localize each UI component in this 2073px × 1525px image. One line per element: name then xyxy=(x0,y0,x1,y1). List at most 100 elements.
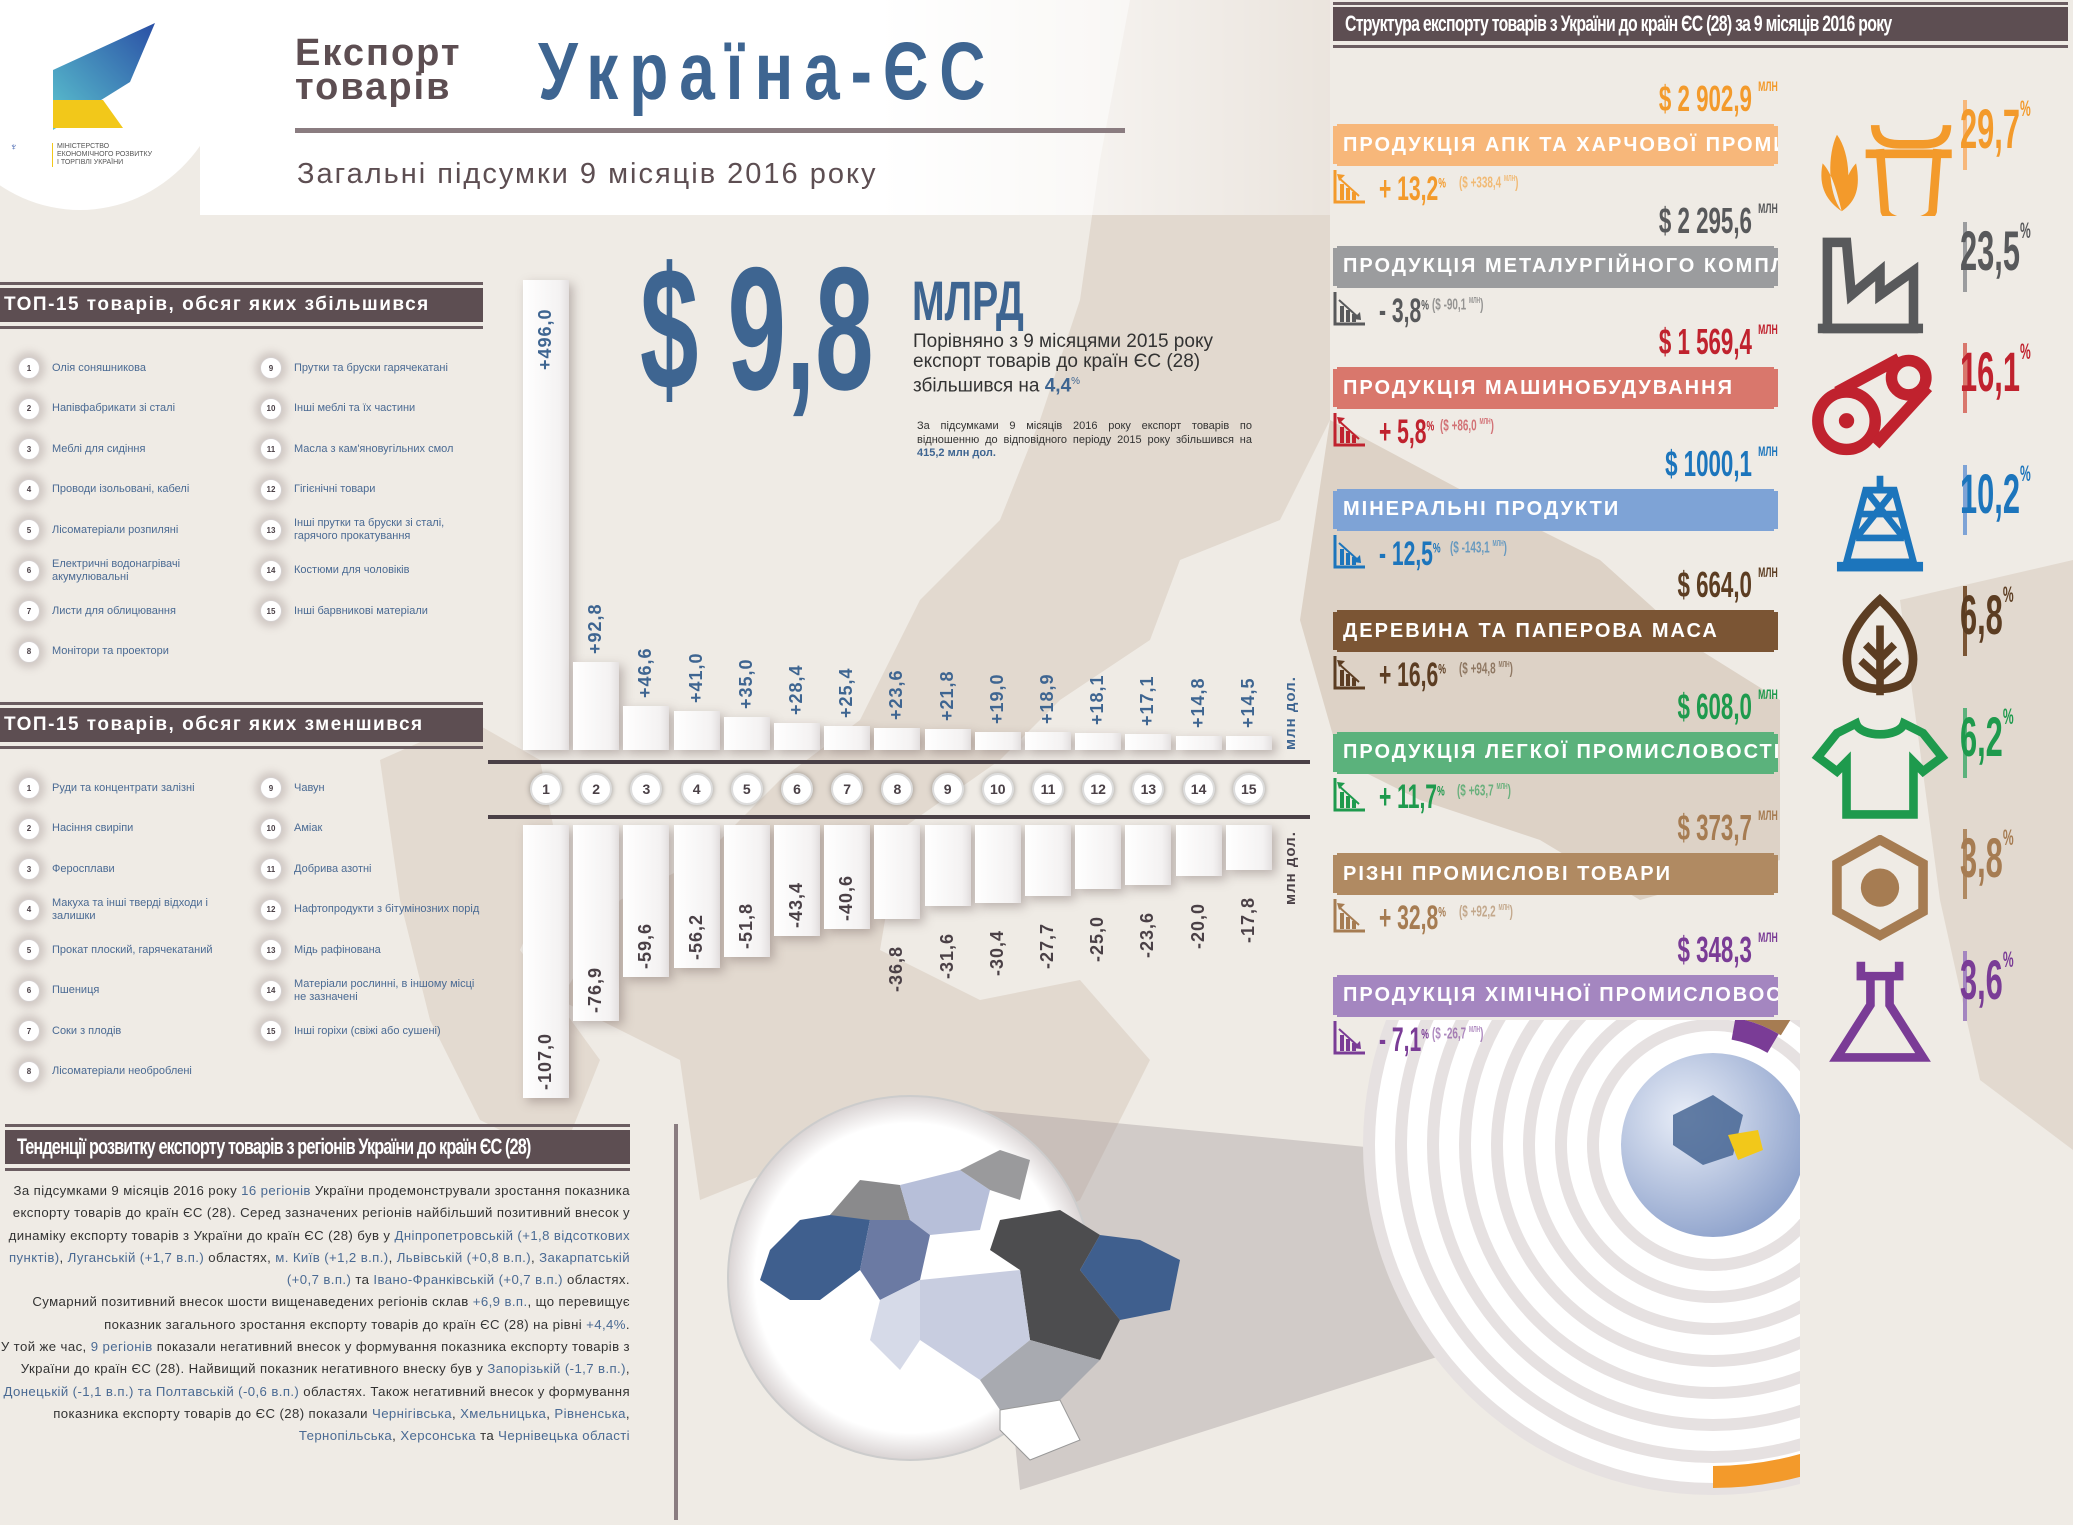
item-label: Добрива азотні xyxy=(294,862,372,875)
list-item: 1 Руди та концентрати залізні xyxy=(0,768,242,809)
text-segment: , xyxy=(625,1361,630,1377)
change-abs: ($ +338,4 МЛН) xyxy=(1458,174,1519,192)
list-item: 7 Листи для облицювання xyxy=(0,591,242,632)
chart-axis-line-bottom xyxy=(488,815,1310,819)
rank-circle: 9 xyxy=(931,773,964,805)
rank-badge: 15 xyxy=(260,1020,282,1043)
increase-bar-label: +14,5 xyxy=(1237,677,1258,729)
rank-circle: 15 xyxy=(1232,773,1265,805)
item-label: Проводи ізольовані, кабелі xyxy=(52,483,190,496)
region-highlight: Львівській (+0,8 в.п.) xyxy=(396,1249,532,1265)
unit: МЛН xyxy=(1758,321,1778,337)
change-abs: ($ +92,2 МЛН) xyxy=(1458,903,1513,921)
decrease-bar xyxy=(1125,825,1172,886)
increase-bar xyxy=(824,725,871,750)
divider xyxy=(1333,45,2068,48)
item-label: Матеріали рослинні, в іншому місці не за… xyxy=(294,977,475,1003)
tshirt-icon xyxy=(1811,717,1949,819)
ministry-name: МІНІСТЕРСТВО ЕКОНОМІЧНОГО РОЗВИТКУ І ТОР… xyxy=(52,143,152,167)
text-segment: , що перевищує показник загального зрост… xyxy=(104,1294,630,1332)
regions-paragraph: У той же час, 9 регіонів показали негати… xyxy=(0,1336,630,1447)
change-abs-value: ($ -143,1 xyxy=(1450,538,1491,556)
increase-bar xyxy=(523,280,569,750)
category-name: ПРОДУКЦІЯ ХІМІЧНОЇ ПРОМИСЛОВОСТІ xyxy=(1333,976,1778,1015)
increase-bar xyxy=(1025,732,1071,750)
total-export-unit: МЛРД xyxy=(912,269,1024,332)
rank-circle: 12 xyxy=(1082,773,1115,805)
item-label: Монітори та проектори xyxy=(52,645,169,658)
category-name: ПРОДУКЦІЯ МЕТАЛУРГІЙНОГО КОМПЛЕКСУ xyxy=(1333,247,1778,286)
increase-bar xyxy=(774,723,820,750)
regions-title: Тенденції розвитку експорту товарів з ре… xyxy=(5,1130,630,1164)
unit: МЛН xyxy=(1758,442,1778,459)
change-abs-value: ($ +94,8 xyxy=(1458,660,1496,678)
text-segment: областях, xyxy=(204,1249,276,1265)
divider xyxy=(5,1168,630,1171)
decrease-bar xyxy=(523,825,569,1098)
category-share: 6,8% xyxy=(1960,582,2014,646)
header-divider xyxy=(295,128,1125,133)
item-label: Інші прутки та бруски зі сталі, гарячого… xyxy=(294,517,445,543)
hexagon-nut-icon xyxy=(1832,835,1928,941)
growth-abs: 415,2 млн дол. xyxy=(917,447,996,459)
item-label: Інші барвникові матеріали xyxy=(294,604,428,617)
category-name: МІНЕРАЛЬНІ ПРОДУКТИ xyxy=(1333,490,1778,529)
text-segment: України продемонстрували зростання показ… xyxy=(8,1183,630,1243)
rank-badge: 4 xyxy=(18,478,40,501)
increase-bar xyxy=(723,716,770,750)
ministry-name-line: І ТОРГІВЛІ УКРАЇНИ xyxy=(57,159,124,166)
change-abs: ($ +94,8 МЛН) xyxy=(1458,660,1513,678)
list-item: 4 Проводи ізольовані, кабелі xyxy=(0,470,242,511)
rank-badge: 14 xyxy=(260,559,282,582)
decrease-bar-label: -107,0 xyxy=(535,1032,555,1090)
region-highlight: Донецькій (-1,1 в.п.) та Полтавській (-0… xyxy=(3,1383,300,1399)
divider xyxy=(0,702,483,705)
decrease-bar xyxy=(1075,825,1122,889)
change-abs-value: ($ -26,7 xyxy=(1431,1024,1466,1042)
category-change: - 3,8% ($ -90,1 МЛН) xyxy=(1333,291,1514,331)
text-segment: , xyxy=(451,1405,461,1421)
rank-circle: 1 xyxy=(530,773,562,805)
share-value: 29,7 xyxy=(1960,97,2020,160)
unit: МЛН xyxy=(1758,685,1778,702)
list-item: 6 Пшениця xyxy=(0,971,242,1012)
share-value: 3,6 xyxy=(1960,947,2003,1011)
increase-unit-label: млн дол. xyxy=(1282,676,1299,750)
decrease-bar xyxy=(1225,825,1272,871)
category-change: - 7,1% ($ -26,7 МЛН) xyxy=(1333,1020,1514,1060)
item-label: Лісоматеріали розпиляні xyxy=(52,523,179,536)
share-divider xyxy=(1963,464,1967,535)
region-highlight: Херсонська xyxy=(400,1428,476,1444)
increase-bar xyxy=(924,729,971,750)
increase-bar xyxy=(623,705,670,750)
summary-text-body: Порівняно з 9 місяцями 2015 року експорт… xyxy=(913,331,1213,397)
growth-pct: 4,4 xyxy=(1044,375,1072,397)
share-value: 6,2 xyxy=(1960,704,2003,768)
share-value: 3,8 xyxy=(1960,826,2003,889)
divider xyxy=(0,746,483,749)
top-increase-title: ТОП-15 товарів, обсяг яких збільшився xyxy=(0,288,483,322)
tree-leaf-icon xyxy=(1842,593,1918,696)
unit: МЛН xyxy=(1498,660,1510,669)
list-item: 3 Феросплави xyxy=(0,849,242,890)
share-divider xyxy=(1963,343,1967,413)
rank-badge: 4 xyxy=(18,898,40,921)
decrease-bar-label: -51,8 xyxy=(735,903,756,950)
rank-badge: 14 xyxy=(260,979,282,1002)
change-pct: - 7,1% xyxy=(1379,1020,1429,1059)
trend-down-icon xyxy=(1333,1020,1365,1054)
category-share: 3,6% xyxy=(1960,946,2014,1011)
category-share: 10,2% xyxy=(1960,460,2031,525)
unit: МЛН xyxy=(1758,564,1778,580)
item-label: Масла з кам'яновугільних смол xyxy=(294,442,454,455)
text-segment: , xyxy=(59,1249,68,1265)
trend-up-icon xyxy=(1333,656,1365,690)
rank-badge: 11 xyxy=(260,858,282,881)
list-item: 5 Лісоматеріали розпиляні xyxy=(0,510,242,551)
share-divider xyxy=(1963,707,1967,778)
increase-bar xyxy=(1125,733,1172,750)
category-change: - 12,5% ($ -143,1 МЛН) xyxy=(1333,534,1542,574)
coat-of-arms-icon: ♆ xyxy=(10,142,18,153)
category-name: ПРОДУКЦІЯ АПК ТА ХАРЧОВОЇ ПРОМИСЛОВОСТІ xyxy=(1333,126,1778,164)
list-item: 11 Добрива азотні xyxy=(242,849,483,890)
